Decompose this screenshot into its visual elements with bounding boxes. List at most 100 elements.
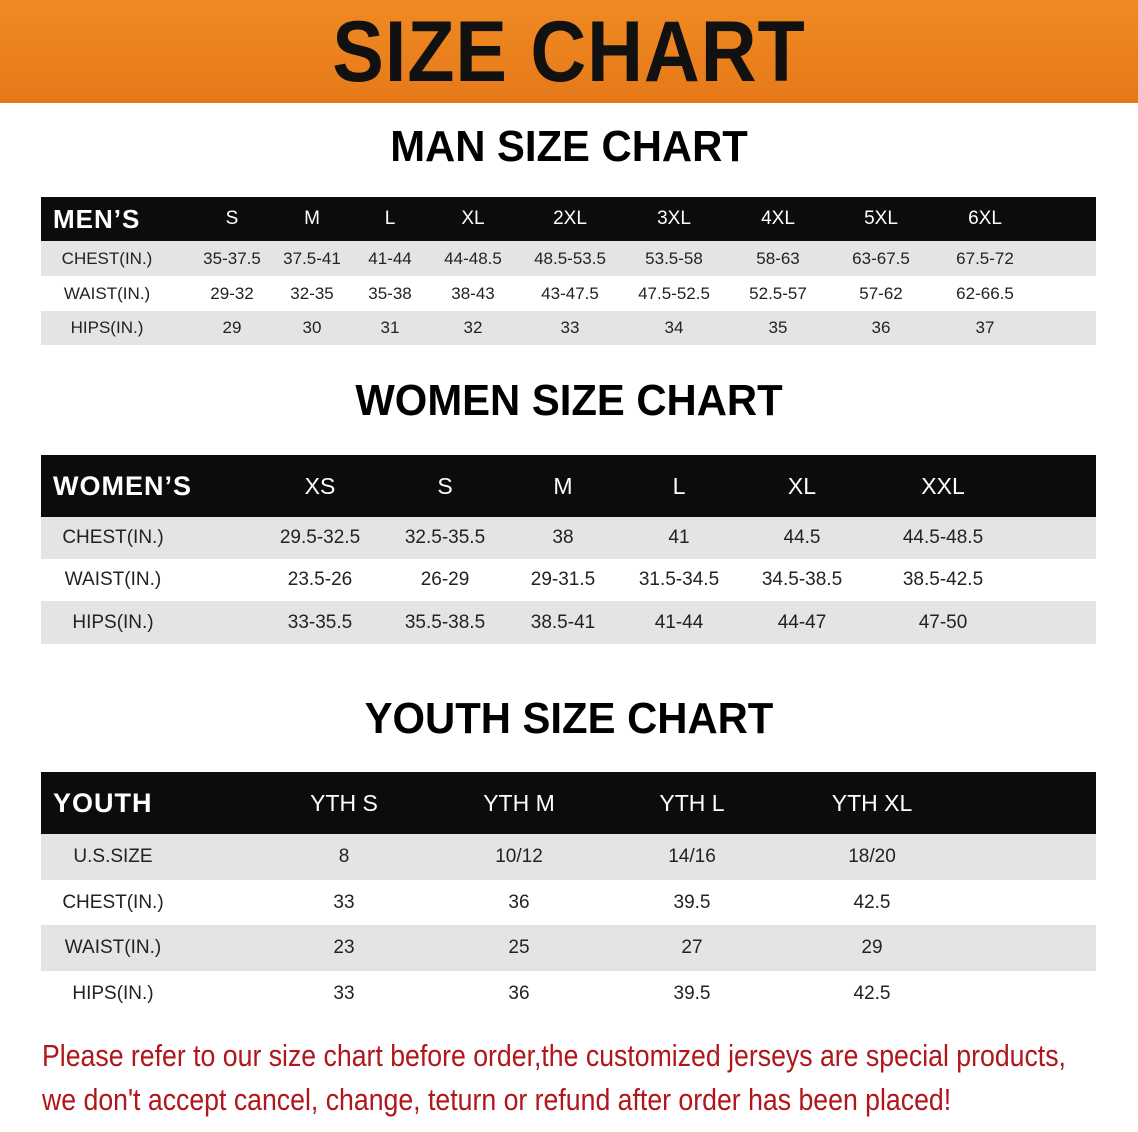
table-cell: 35.5-38.5 — [404, 611, 486, 633]
table-row: CHEST(IN.) 35-37.5 37.5-41 41-44 44-48.5 48.5… — [41, 241, 1096, 276]
table-cell: 26-29 — [420, 569, 470, 590]
size-header-cell: YTH L — [659, 789, 725, 816]
table-cell: 38.5-42.5 — [902, 569, 984, 590]
size-header-cell: S — [225, 208, 239, 229]
table-cell: 38.5-41 — [530, 611, 596, 633]
table-cell: 29 — [222, 318, 242, 337]
table-cell: 67.5-72 — [956, 248, 1014, 268]
row-label: WAIST(IN.) — [63, 283, 151, 303]
size-header-cell: XL — [787, 472, 817, 499]
notice-line-2: we don't accept cancel, change, teturn o… — [42, 1082, 952, 1117]
size-header-cell: L — [384, 208, 396, 229]
table-cell: 42.5 — [853, 891, 891, 913]
table-cell: 35 — [768, 318, 788, 337]
size-header-cell: YTH M — [483, 789, 555, 816]
table-row: U.S.SIZE 8 10/12 14/16 18/20 — [41, 834, 1096, 880]
table-cell: 41-44 — [654, 611, 704, 633]
size-header-cell: M — [304, 208, 320, 229]
table-cell: 41 — [668, 527, 690, 548]
table-cell: 8 — [338, 846, 350, 867]
table-cell: 33 — [333, 891, 355, 913]
row-label: HIPS(IN.) — [72, 611, 154, 633]
table-cell: 29-32 — [210, 283, 254, 303]
table-cell: 62-66.5 — [956, 283, 1014, 303]
size-header-cell: XS — [304, 472, 336, 499]
table-cell: 44.5 — [783, 527, 821, 548]
table-cell: 37 — [975, 318, 995, 337]
women-header-label: WOMEN’S — [53, 470, 192, 501]
size-header-cell: L — [672, 472, 686, 499]
table-cell: 30 — [302, 318, 322, 337]
men-section-title: MAN SIZE CHART — [390, 122, 748, 171]
size-header-cell: 5XL — [864, 208, 898, 229]
table-cell: 43-47.5 — [541, 283, 599, 303]
women-section-title: WOMEN SIZE CHART — [355, 376, 783, 425]
table-cell: 14/16 — [668, 846, 716, 867]
table-cell: 58-63 — [756, 248, 800, 268]
table-row: CHEST(IN.) 29.5-32.5 32.5-35.5 38 41 44.5 44.5… — [41, 517, 1096, 559]
table-cell: 53.5-58 — [645, 248, 703, 268]
table-cell: 41-44 — [368, 248, 412, 268]
table-cell: 32 — [463, 318, 483, 337]
table-cell: 57-62 — [859, 283, 903, 303]
table-cell: 31 — [380, 318, 400, 337]
women-header-row: WOMEN’S XS S M L XL XXL — [41, 455, 1096, 517]
table-cell: 44-47 — [777, 611, 827, 633]
table-cell: 36 — [508, 982, 530, 1004]
size-header-cell: 6XL — [968, 208, 1002, 229]
table-row: HIPS(IN.) 29 30 31 32 33 34 35 36 37 — [41, 311, 1096, 345]
table-cell: 23 — [333, 937, 355, 958]
size-header-cell: M — [553, 472, 573, 499]
table-cell: 38 — [552, 527, 574, 548]
size-header-cell: XXL — [921, 472, 965, 499]
men-header-row: MEN’S S M L XL 2XL 3XL 4XL 5XL 6XL — [41, 197, 1096, 241]
table-cell: 27 — [681, 937, 703, 958]
table-cell: 23.5-26 — [287, 569, 353, 590]
notice-line-1: Please refer to our size chart before or… — [42, 1038, 1066, 1073]
table-cell: 35-37.5 — [203, 248, 261, 268]
table-cell: 25 — [508, 937, 530, 958]
table-cell: 47.5-52.5 — [638, 283, 710, 303]
table-cell: 36 — [871, 318, 891, 337]
table-cell: 31.5-34.5 — [638, 569, 720, 590]
table-row: WAIST(IN.) 23.5-26 26-29 29-31.5 31.5-34.5 34… — [41, 559, 1096, 601]
table-cell: 34.5-38.5 — [761, 569, 843, 590]
size-header-cell: XL — [461, 208, 485, 229]
men-header-label: MEN’S — [53, 203, 141, 234]
table-cell: 32.5-35.5 — [404, 527, 486, 548]
table-cell: 44.5-48.5 — [902, 527, 984, 548]
table-row: CHEST(IN.) 33 36 39.5 42.5 — [41, 880, 1096, 925]
table-cell: 36 — [508, 891, 530, 913]
page-title: SIZE CHART — [332, 4, 806, 100]
table-cell: 10/12 — [495, 846, 543, 867]
table-row: HIPS(IN.) 33-35.5 35.5-38.5 38.5-41 41-44 44-… — [41, 601, 1096, 644]
table-cell: 35-38 — [368, 283, 412, 303]
table-cell: 47-50 — [918, 611, 968, 633]
table-row: WAIST(IN.) 29-32 32-35 35-38 38-43 43-47.5 47.… — [41, 276, 1096, 311]
size-header-cell: 4XL — [761, 208, 795, 229]
row-label: U.S.SIZE — [73, 846, 153, 867]
table-cell: 18/20 — [848, 846, 896, 867]
row-label: HIPS(IN.) — [72, 982, 154, 1004]
table-cell: 29-31.5 — [530, 569, 596, 590]
table-cell: 38-43 — [451, 283, 495, 303]
table-cell: 29 — [861, 937, 883, 958]
table-cell: 33 — [333, 982, 355, 1004]
table-cell: 29.5-32.5 — [279, 527, 361, 548]
table-cell: 34 — [664, 318, 684, 337]
table-cell: 48.5-53.5 — [534, 248, 606, 268]
table-cell: 42.5 — [853, 982, 891, 1004]
table-cell: 37.5-41 — [283, 248, 341, 268]
table-cell: 39.5 — [673, 891, 711, 913]
size-header-cell: YTH XL — [831, 789, 913, 816]
row-label: CHEST(IN.) — [61, 248, 153, 268]
size-header-cell: 3XL — [657, 208, 691, 229]
table-cell: 33-35.5 — [287, 611, 353, 633]
table-cell: 52.5-57 — [749, 283, 807, 303]
row-label: CHEST(IN.) — [62, 527, 164, 548]
youth-section-title: YOUTH SIZE CHART — [364, 694, 774, 743]
header-banner: SIZE CHART — [0, 0, 1138, 103]
table-row: WAIST(IN.) 23 25 27 29 — [41, 925, 1096, 971]
table-cell: 44-48.5 — [444, 248, 502, 268]
table-cell: 33 — [560, 318, 580, 337]
